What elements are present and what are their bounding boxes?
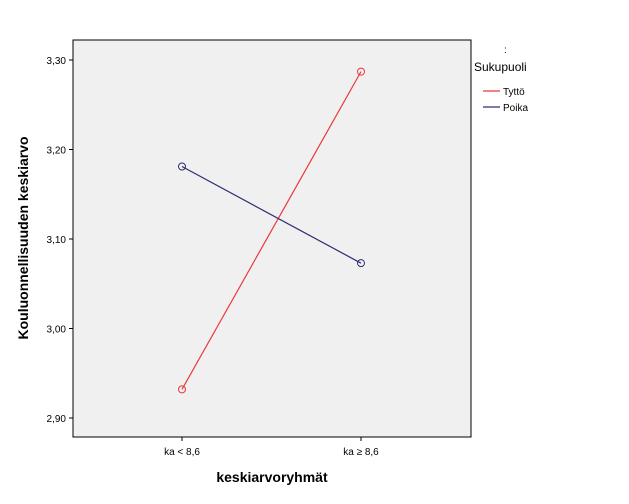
- series-line-1: [181, 71, 362, 390]
- x-axis: ka < 8,6 ka ≥ 8,6: [164, 437, 379, 458]
- y-axis-title: Kouluonnellisuuden keskiarvo: [15, 136, 31, 339]
- y-tick-label: 3,30: [47, 56, 67, 67]
- legend-label: Tyttö: [503, 87, 525, 98]
- data-point: [178, 162, 186, 171]
- x-tick-label: ka < 8,6: [164, 447, 200, 458]
- y-tick-label: 3,10: [47, 235, 67, 246]
- legend: Tyttö Poika: [483, 87, 528, 114]
- plot-area: [72, 39, 472, 438]
- legend-marker: :: [504, 45, 507, 56]
- legend-title: Sukupuoli: [474, 60, 527, 74]
- y-tick-label: 3,20: [47, 146, 67, 157]
- y-axis: 2,90 3,00 3,10 3,20 3,30: [47, 56, 73, 425]
- series-layer: [178, 67, 365, 394]
- data-point: [357, 67, 365, 76]
- y-tick-label: 3,00: [47, 325, 67, 336]
- data-point: [178, 385, 186, 394]
- x-axis-title: keskiarvoryhmät: [216, 469, 328, 485]
- series-line-2: [181, 165, 362, 264]
- data-point: [357, 259, 365, 268]
- x-tick-label: ka ≥ 8,6: [343, 447, 379, 458]
- legend-label: Poika: [503, 103, 528, 114]
- y-tick-label: 2,90: [47, 414, 67, 425]
